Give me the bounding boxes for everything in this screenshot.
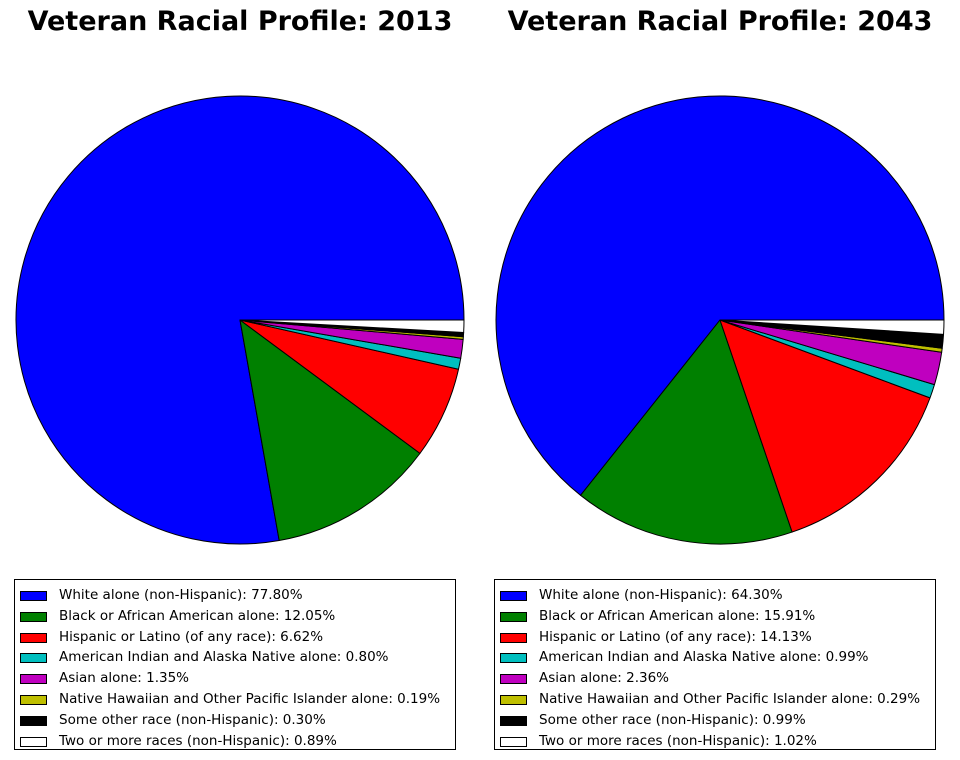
legend-label: Native Hawaiian and Other Pacific Island… [539, 691, 921, 707]
legend-swatch [500, 695, 527, 705]
legend-item: Hispanic or Latino (of any race): 14.13% [495, 628, 935, 648]
legend-swatch [500, 591, 527, 601]
legend-item: Two or more races (non-Hispanic): 1.02% [495, 732, 935, 752]
legend-label: White alone (non-Hispanic): 64.30% [539, 587, 783, 603]
legend-label: American Indian and Alaska Native alone:… [539, 649, 869, 666]
legend-swatch [20, 736, 47, 747]
legend-item: Two or more races (non-Hispanic): 0.89% [15, 732, 455, 752]
legend-swatch [500, 736, 527, 747]
legend-item: Some other race (non-Hispanic): 0.30% [15, 711, 455, 731]
legend-item: American Indian and Alaska Native alone:… [15, 648, 455, 668]
legend-item: Black or African American alone: 15.91% [495, 607, 935, 627]
chart-title: Veteran Racial Profile: 2043 [507, 6, 933, 37]
pie-slice-two-or-more-races-non-hispanic [239, 319, 465, 334]
legend-label: Black or African American alone: 12.05% [59, 607, 336, 624]
legend-item: Native Hawaiian and Other Pacific Island… [15, 690, 455, 710]
legend-label: Black or African American alone: 15.91% [539, 607, 816, 624]
chart-legend: White alone (non-Hispanic): 77.80% Black … [14, 579, 456, 750]
pie-slice-black-or-african-american-alone [239, 319, 421, 542]
legend-label: American Indian and Alaska Native alone:… [59, 649, 389, 666]
legend-swatch [500, 632, 527, 643]
legend-item: American Indian and Alaska Native alone:… [495, 648, 935, 668]
legend-item: Black or African American alone: 12.05% [15, 607, 455, 627]
pie-plot-area [15, 95, 465, 545]
pie-chart-2013: Veteran Racial Profile: 2013 White alone… [14, 6, 465, 750]
legend-swatch [500, 715, 527, 726]
legend-swatch [500, 674, 527, 685]
legend-swatch [20, 715, 47, 726]
legend-label: White alone (non-Hispanic): 77.80% [59, 587, 303, 603]
legend-swatch [20, 695, 47, 705]
legend-label: Asian alone: 2.36% [539, 670, 670, 687]
legend-item: Asian alone: 1.35% [15, 669, 455, 689]
legend-item: Some other race (non-Hispanic): 0.99% [495, 711, 935, 731]
legend-item: White alone (non-Hispanic): 64.30% [495, 586, 935, 606]
legend-swatch [20, 611, 47, 622]
legend-swatch [20, 632, 47, 643]
legend-item: White alone (non-Hispanic): 77.80% [15, 586, 455, 606]
legend-item: Native Hawaiian and Other Pacific Island… [495, 690, 935, 710]
legend-label: Hispanic or Latino (of any race): 14.13% [539, 628, 812, 645]
pie-slice-black-or-african-american-alone [580, 319, 793, 545]
legend-label: Some other race (non-Hispanic): 0.99% [539, 711, 806, 728]
legend-swatch [20, 591, 47, 601]
pie-chart-2043: Veteran Racial Profile: 2043 White alone… [480, 0, 960, 760]
pie-slice-hispanic-or-latino-of-any-race [719, 319, 931, 533]
pie-slice-white-alone-non-hispanic [495, 95, 945, 496]
legend-swatch [20, 674, 47, 685]
pie-slice-two-or-more-races-non-hispanic [719, 319, 945, 335]
legend-swatch [500, 611, 527, 622]
legend-item: Asian alone: 2.36% [495, 669, 935, 689]
legend-label: Hispanic or Latino (of any race): 6.62% [59, 628, 324, 645]
pie-slice-white-alone-non-hispanic [15, 95, 465, 545]
legend-label: Asian alone: 1.35% [59, 670, 190, 687]
legend-item: Hispanic or Latino (of any race): 6.62% [15, 628, 455, 648]
legend-label: Two or more races (non-Hispanic): 1.02% [539, 732, 817, 749]
chart-legend: White alone (non-Hispanic): 64.30% Black … [494, 579, 936, 750]
pie-plot-area [495, 95, 945, 545]
legend-swatch [500, 653, 527, 664]
legend-label: Native Hawaiian and Other Pacific Island… [59, 691, 441, 707]
legend-label: Some other race (non-Hispanic): 0.30% [59, 711, 326, 728]
legend-swatch [20, 653, 47, 664]
chart-title: Veteran Racial Profile: 2013 [27, 6, 453, 37]
legend-label: Two or more races (non-Hispanic): 0.89% [59, 732, 337, 749]
